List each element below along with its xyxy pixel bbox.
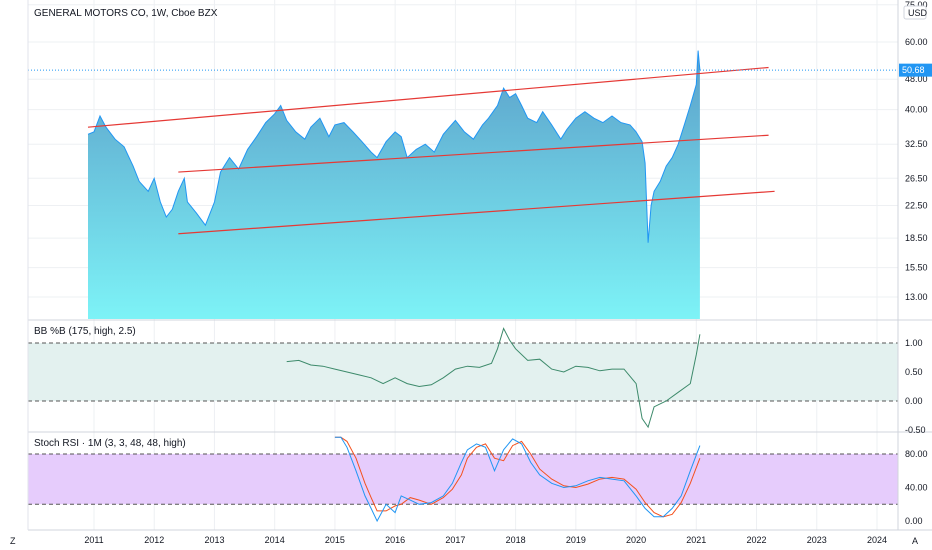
- time-tick-label: 2018: [506, 535, 526, 545]
- auto-scale-toggle-a[interactable]: A: [912, 536, 918, 546]
- stoch-axis-labels[interactable]: 80.00 40.00 0.00: [905, 449, 928, 526]
- price-pane: [28, 50, 898, 319]
- price-tick-label: 75.00: [905, 0, 928, 10]
- price-tick-label: 26.50: [905, 173, 928, 183]
- bb-pane: [28, 327, 898, 429]
- price-tick-label: 40.00: [905, 105, 928, 115]
- time-tick-label: 2014: [265, 535, 285, 545]
- bb-tick-label: 0.50: [905, 367, 923, 377]
- time-tick-label: 2022: [747, 535, 767, 545]
- time-tick-label: 2021: [686, 535, 706, 545]
- time-tick-label: 2019: [566, 535, 586, 545]
- time-tick-label: 2013: [204, 535, 224, 545]
- price-tick-label: 32.50: [905, 139, 928, 149]
- time-tick-label: 2017: [445, 535, 465, 545]
- time-tick-label: 2016: [385, 535, 405, 545]
- last-price-badge: [899, 63, 932, 77]
- currency-badge-bg: [903, 5, 927, 20]
- stoch-rsi-indicator-title[interactable]: Stoch RSI · 1M (3, 3, 48, 48, high): [34, 438, 186, 449]
- bb-tick-label: -0.50: [905, 425, 926, 435]
- channel-line-3[interactable]: [178, 190, 775, 235]
- bb-tick-label: 1.00: [905, 338, 923, 348]
- channel-line-2[interactable]: [178, 134, 769, 173]
- price-tick-label: 60.00: [905, 37, 928, 47]
- price-tick-label: 18.50: [905, 233, 928, 243]
- time-axis-labels[interactable]: 2011 2012 2013 2014 2015 2016 2017 2018 2019 2020…: [84, 535, 887, 545]
- bb-percent-b-line: [286, 327, 701, 429]
- bb-indicator-title[interactable]: BB %B (175, high, 2.5): [34, 326, 136, 337]
- bb-tick-label: 0.00: [905, 396, 923, 406]
- price-tick-label: 48.00: [905, 74, 928, 84]
- trend-channel-lines: [87, 66, 775, 235]
- time-tick-label: 2015: [325, 535, 345, 545]
- stoch-rsi-band: [28, 454, 898, 505]
- stoch-rsi-pane: [28, 436, 898, 523]
- price-line: [87, 50, 701, 243]
- currency-label[interactable]: USD: [908, 8, 928, 18]
- stoch-tick-label: 80.00: [905, 449, 928, 459]
- time-tick-label: 2024: [867, 535, 887, 545]
- stoch-tick-label: 0.00: [905, 516, 923, 526]
- channel-line-1[interactable]: [87, 66, 769, 128]
- symbol-title[interactable]: GENERAL MOTORS CO, 1W, Cboe BZX: [34, 8, 218, 19]
- auto-scale-toggle-z[interactable]: Z: [10, 536, 16, 546]
- bb-band-fill: [28, 343, 898, 401]
- time-tick-label: 2011: [84, 535, 103, 545]
- time-tick-label: 2012: [144, 535, 164, 545]
- stoch-k-line: [334, 436, 701, 523]
- price-tick-label: 15.50: [905, 263, 928, 273]
- last-price-value: 50.68: [902, 65, 925, 75]
- price-area-fill: [88, 50, 700, 319]
- bb-axis-labels[interactable]: 1.00 0.50 0.00 -0.50: [905, 338, 926, 435]
- price-tick-label: 22.50: [905, 201, 928, 211]
- time-tick-label: 2023: [807, 535, 827, 545]
- price-axis-labels[interactable]: 75.00 60.00 48.00 40.00 32.50 26.50 22.50 18.50…: [905, 0, 928, 302]
- price-tick-label: 13.00: [905, 292, 928, 302]
- stoch-tick-label: 40.00: [905, 483, 928, 493]
- time-tick-label: 2020: [626, 535, 646, 545]
